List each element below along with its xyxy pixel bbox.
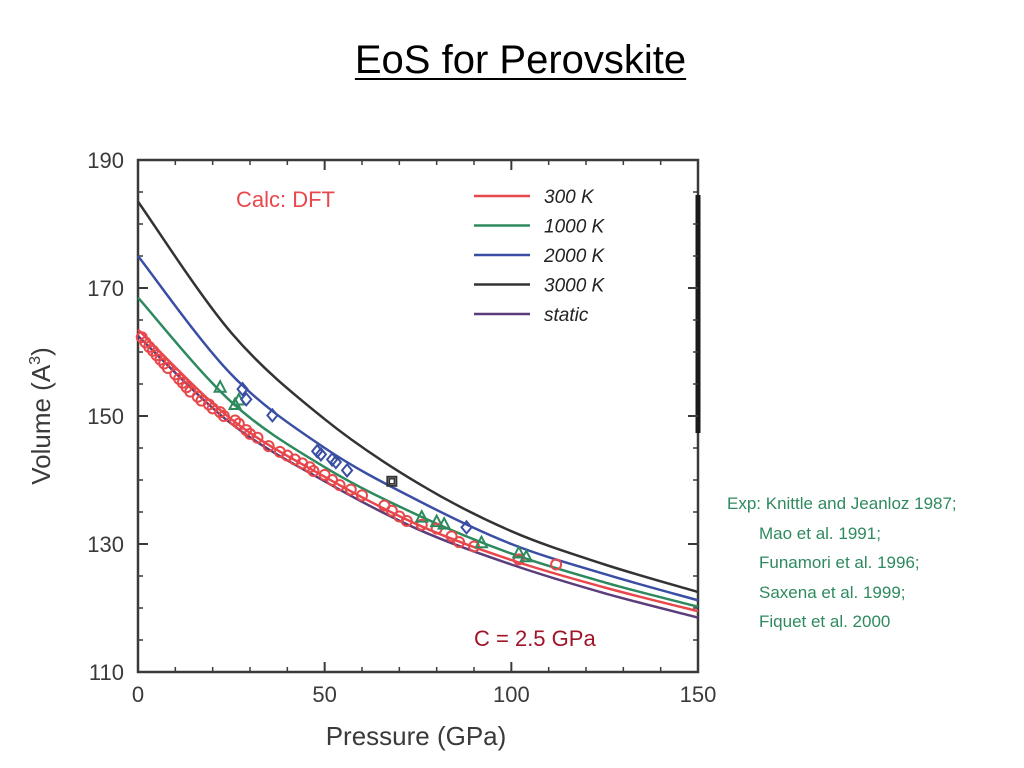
y-axis-title-main: Volume (A: [26, 364, 56, 485]
data-point-diamond: [340, 462, 354, 478]
legend-label: 2000 K: [543, 246, 606, 267]
data-point-circle: [307, 465, 320, 478]
data-point-diamond: [314, 446, 328, 462]
data-point-circle: [344, 483, 357, 496]
data-point-circle: [445, 530, 458, 543]
y-tick-label: 190: [87, 148, 124, 173]
pressure-note: C = 2.5 GPa: [474, 626, 596, 651]
series-curves: [136, 200, 699, 619]
data-point-diamond: [239, 391, 253, 407]
y-axis-title-close: ): [26, 347, 56, 356]
data-point-circle: [217, 410, 230, 422]
data-point-triangle: [436, 516, 452, 530]
series-line: [137, 328, 699, 613]
data-point-triangle: [414, 508, 429, 523]
x-tick-label: 150: [680, 682, 717, 707]
data-point-circle: [512, 553, 525, 566]
data-point-triangle: [511, 544, 526, 559]
series-line: [137, 255, 699, 602]
axis-ticks: 0 50 100 150 110 130 150 170 190: [87, 148, 716, 707]
data-point-diamond: [329, 454, 343, 470]
data-point-diamond: [460, 519, 473, 535]
data-point-square-inner: [388, 478, 396, 485]
reference-line: Exp: Knittle and Jeanloz 1987;: [727, 494, 957, 513]
data-point-circle: [154, 353, 167, 366]
x-tick-label: 0: [132, 682, 144, 707]
legend-label: 1000 K: [544, 217, 606, 238]
data-point-circle: [453, 536, 466, 549]
legend-label: 3000 K: [544, 276, 606, 297]
legend-label: static: [544, 305, 589, 326]
data-point-circle: [415, 518, 428, 531]
x-tick-label: 100: [493, 682, 530, 707]
data-point-circle: [356, 489, 368, 502]
experimental-references: Exp: Knittle and Jeanloz 1987; Mao et al…: [727, 489, 957, 637]
data-point-triangle: [429, 513, 444, 528]
data-point-circle: [202, 398, 215, 411]
data-point-triangle: [474, 534, 489, 549]
data-point-circle: [385, 504, 398, 517]
legend: 300 K 1000 K 2000 K 3000 K static: [474, 187, 606, 326]
y-tick-label: 110: [89, 660, 124, 685]
y-axis-title-exponent: 3: [27, 356, 44, 365]
reference-line: Funamori et al. 1996;: [759, 553, 920, 572]
reference-line: Fiquet et al. 2000: [759, 612, 891, 631]
data-point-circle: [143, 340, 156, 353]
x-axis-title: Pressure (GPa): [326, 721, 507, 751]
data-point-circle: [550, 558, 563, 571]
data-point-circle: [240, 424, 253, 437]
data-point-circle: [161, 362, 174, 374]
data-point-circle: [303, 461, 316, 474]
data-point-circle: [262, 440, 275, 453]
experimental-markers: [135, 331, 563, 571]
data-point-diamond: [236, 381, 249, 397]
data-point-circle: [214, 406, 227, 419]
data-point-circle: [232, 417, 245, 430]
data-point-circle: [191, 390, 204, 403]
legend-label: 300 K: [544, 187, 595, 208]
x-tick-label: 50: [312, 682, 336, 707]
data-point-circle: [251, 431, 264, 444]
series-line: [137, 296, 699, 608]
data-point-triangle: [212, 379, 228, 393]
calc-annotation: Calc: DFT: [236, 187, 335, 212]
y-tick-label: 150: [87, 404, 124, 429]
slide-title: EoS for Perovskite: [354, 38, 687, 82]
y-tick-label: 170: [87, 276, 124, 301]
data-point-diamond: [266, 407, 279, 423]
data-point-circle: [333, 479, 346, 492]
data-point-circle: [400, 514, 413, 527]
data-point-triangle: [519, 548, 534, 563]
series-line: [137, 335, 699, 619]
data-point-circle: [173, 372, 186, 385]
y-axis-title: Volume (A3): [26, 347, 56, 485]
reference-line: Mao et al. 1991;: [759, 523, 881, 543]
y-tick-label: 130: [87, 532, 124, 557]
data-point-square: [386, 475, 398, 487]
reference-line: Saxena et al. 1999;: [759, 582, 906, 602]
series-line: [136, 200, 699, 594]
